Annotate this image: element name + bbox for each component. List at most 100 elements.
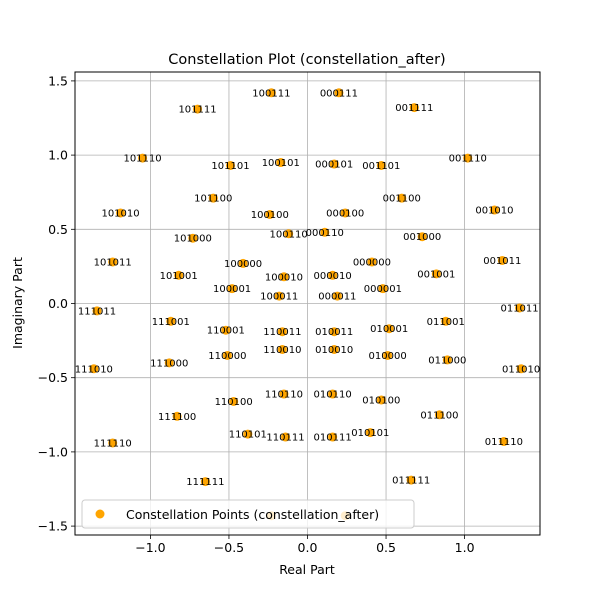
data-point bbox=[266, 88, 276, 98]
data-point bbox=[329, 159, 339, 169]
data-point bbox=[116, 208, 126, 218]
data-point bbox=[92, 306, 102, 316]
data-point bbox=[188, 233, 198, 243]
data-point bbox=[409, 103, 419, 113]
data-point bbox=[406, 475, 416, 485]
data-point bbox=[89, 364, 99, 374]
point-label: 000011 bbox=[318, 292, 356, 303]
point-label: 010100 bbox=[362, 395, 400, 406]
point-label: 011000 bbox=[428, 355, 466, 366]
point-label: 111011 bbox=[78, 306, 116, 317]
data-point bbox=[384, 324, 394, 334]
data-points bbox=[89, 88, 526, 521]
data-point bbox=[434, 410, 444, 420]
data-point bbox=[226, 160, 236, 170]
data-point bbox=[200, 477, 210, 487]
point-label: 100001 bbox=[213, 284, 251, 295]
y-tick-label: 0.0 bbox=[48, 296, 68, 311]
point-label: 001001 bbox=[417, 269, 455, 280]
point-label: 000110 bbox=[306, 228, 344, 239]
point-label: 110110 bbox=[265, 390, 303, 401]
y-tick-label: 1.0 bbox=[48, 148, 68, 163]
data-point bbox=[221, 325, 231, 335]
point-label: 101111 bbox=[178, 105, 216, 116]
x-axis-ticks: −1.0 −0.5 0.0 0.5 1.0 bbox=[135, 535, 475, 555]
point-label: 001100 bbox=[383, 194, 421, 205]
point-label: 111100 bbox=[158, 412, 196, 423]
point-label: 000111 bbox=[320, 88, 358, 99]
point-label: 101011 bbox=[94, 257, 132, 268]
point-label: 101110 bbox=[123, 154, 161, 165]
point-label: 100110 bbox=[270, 229, 308, 240]
data-point bbox=[279, 389, 289, 399]
point-label: 000100 bbox=[326, 208, 364, 219]
data-point bbox=[497, 255, 507, 265]
data-point bbox=[284, 229, 294, 239]
data-point bbox=[172, 411, 182, 421]
point-label: 100010 bbox=[265, 272, 303, 283]
point-label: 100111 bbox=[252, 88, 290, 99]
point-label: 010000 bbox=[369, 351, 407, 362]
data-point bbox=[367, 257, 377, 267]
point-label: 101101 bbox=[211, 161, 249, 172]
data-point bbox=[243, 429, 253, 439]
data-point bbox=[328, 432, 338, 442]
point-labels: 101111 100111 000111 001111 101110 101101 1001… bbox=[75, 88, 540, 488]
data-point bbox=[516, 364, 526, 374]
legend-marker bbox=[95, 509, 105, 519]
point-label: 110011 bbox=[263, 327, 301, 338]
point-label: 000000 bbox=[353, 257, 391, 268]
data-point bbox=[229, 396, 239, 406]
point-label: 111000 bbox=[150, 358, 188, 369]
point-label: 110101 bbox=[229, 430, 267, 441]
x-tick-label: 1.0 bbox=[455, 540, 475, 555]
data-point bbox=[515, 303, 525, 313]
legend-label: Constellation Points (constellation_afte… bbox=[126, 507, 379, 522]
grid bbox=[75, 72, 540, 535]
data-point bbox=[340, 208, 350, 218]
point-label: 101010 bbox=[101, 208, 139, 219]
data-point bbox=[397, 193, 407, 203]
data-point bbox=[281, 432, 291, 442]
y-tick-label: −0.5 bbox=[38, 370, 68, 385]
x-axis-label: Real Part bbox=[279, 562, 335, 577]
point-label: 100100 bbox=[251, 210, 289, 221]
point-label: 001010 bbox=[475, 206, 513, 217]
point-label: 001011 bbox=[483, 256, 521, 267]
legend-box bbox=[81, 499, 415, 529]
point-label: 101001 bbox=[160, 271, 198, 282]
data-point bbox=[378, 284, 388, 294]
data-point bbox=[222, 350, 232, 360]
data-point bbox=[499, 437, 509, 447]
data-point bbox=[193, 104, 203, 114]
point-label: 101100 bbox=[194, 194, 232, 205]
point-label: 111111 bbox=[186, 477, 224, 488]
point-label: 000101 bbox=[315, 160, 353, 171]
point-label: 100000 bbox=[224, 259, 262, 270]
point-label: 001111 bbox=[395, 103, 433, 114]
data-point bbox=[277, 327, 287, 337]
data-point bbox=[274, 291, 284, 301]
data-point bbox=[463, 153, 473, 163]
x-tick-label: 0.5 bbox=[376, 540, 396, 555]
point-label: 000010 bbox=[314, 271, 352, 282]
data-point bbox=[489, 205, 499, 215]
data-point bbox=[383, 350, 393, 360]
point-label: 001110 bbox=[449, 154, 487, 165]
data-point bbox=[328, 270, 338, 280]
data-point bbox=[320, 227, 330, 237]
point-label: 010101 bbox=[351, 428, 389, 439]
data-point bbox=[334, 88, 344, 98]
point-label: 010001 bbox=[370, 324, 408, 335]
data-point bbox=[332, 291, 342, 301]
data-point bbox=[441, 316, 451, 326]
point-label: 110111 bbox=[266, 433, 304, 444]
point-label: 010110 bbox=[314, 390, 352, 401]
point-label: 101000 bbox=[174, 234, 212, 245]
data-point bbox=[417, 232, 427, 242]
data-point bbox=[108, 438, 118, 448]
data-point bbox=[329, 327, 339, 337]
data-point bbox=[276, 158, 286, 168]
x-tick-label: 0.0 bbox=[298, 540, 318, 555]
